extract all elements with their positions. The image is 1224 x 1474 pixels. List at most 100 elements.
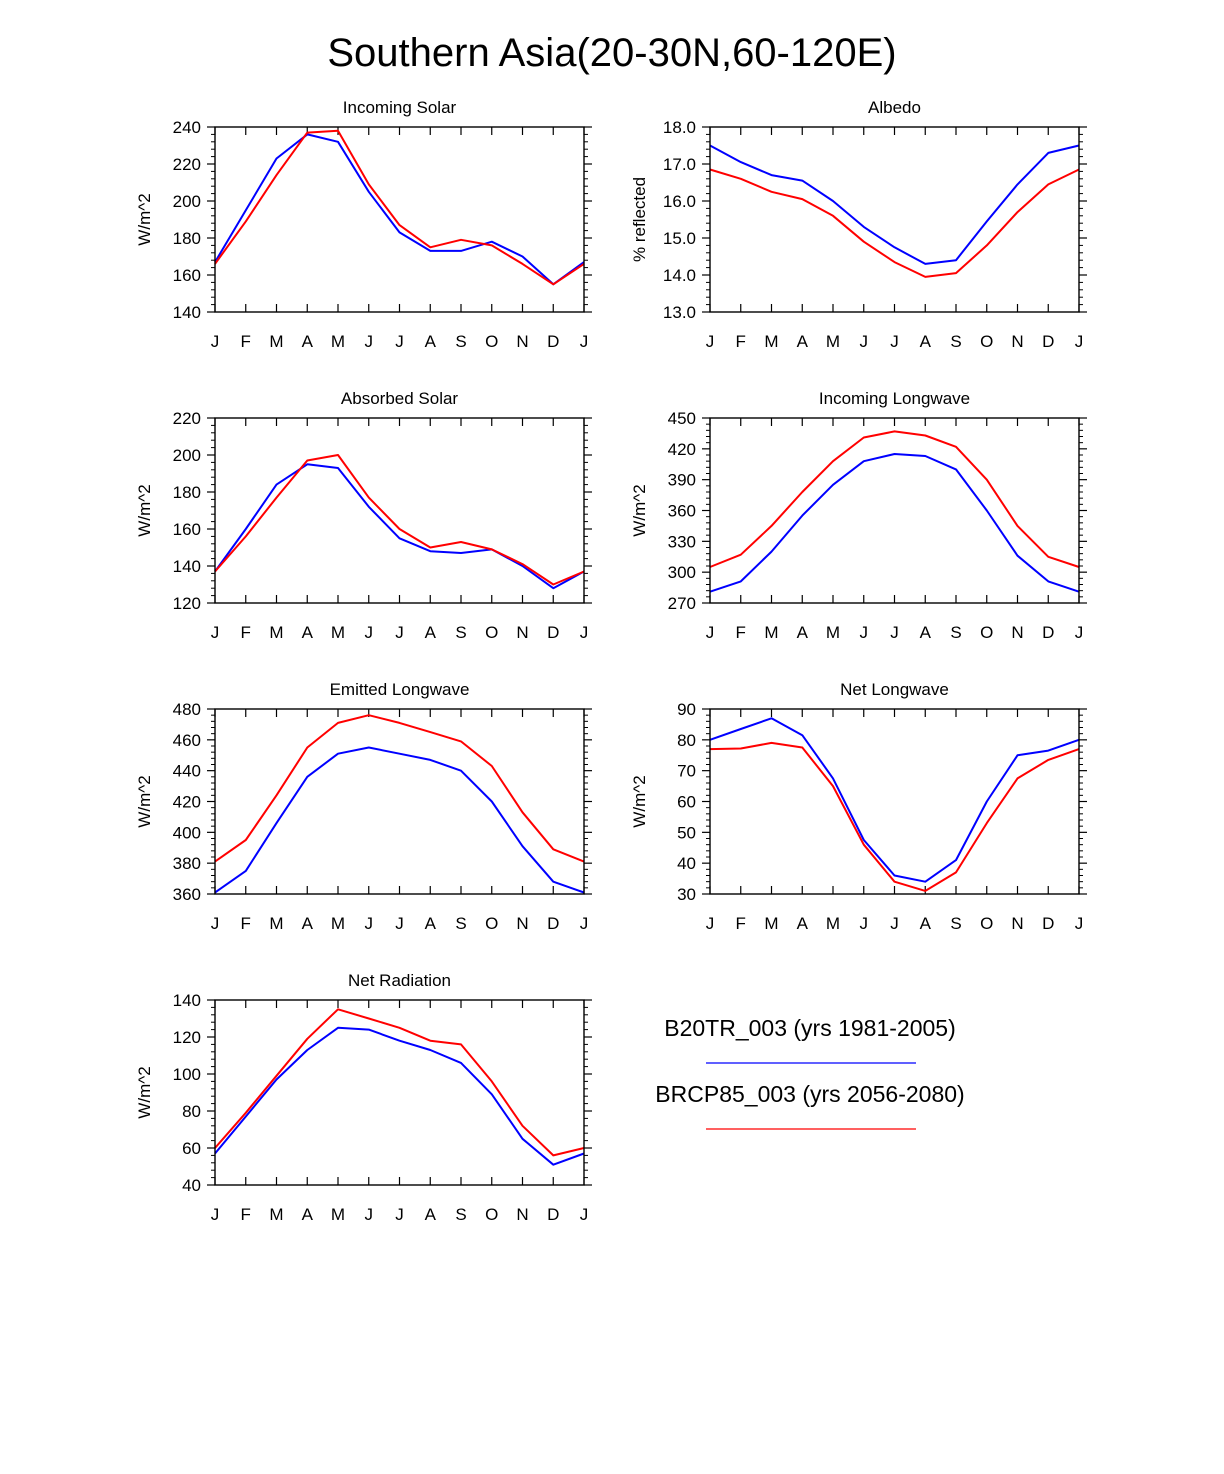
x-tick-label: M [764,332,778,351]
x-tick-label: N [516,623,528,642]
series-line-brcp85-albedo [709,168,1080,278]
x-tick-label: S [455,623,466,642]
x-tick-label: J [365,914,374,933]
x-tick-label: J [1075,332,1084,351]
x-tick-label: J [211,914,220,933]
y-tick-label: 300 [668,563,696,582]
y-axis-label-net-longwave: W/m^2 [630,775,649,827]
y-tick-label: 120 [173,594,201,613]
legend: B20TR_003 (yrs 1981-2005) BRCP85_003 (yr… [655,1015,965,1130]
y-tick-label: 120 [173,1028,201,1047]
panel-title-absorbed-solar: Absorbed Solar [341,389,459,408]
y-tick-label: 140 [173,557,201,576]
y-tick-label: 60 [677,793,696,812]
y-tick-label: 70 [677,762,696,781]
y-tick-label: 18.0 [663,118,696,137]
series-line-b20tr-albedo [709,144,1080,265]
x-tick-label: A [920,623,932,642]
x-tick-label: J [860,332,869,351]
x-tick-label: J [365,1205,374,1224]
series-line-brcp85-emitted-longwave [214,714,585,863]
x-tick-label: A [425,623,437,642]
y-tick-label: 17.0 [663,155,696,174]
y-axis-label-albedo: % reflected [630,177,649,262]
x-tick-label: J [365,623,374,642]
y-tick-label: 90 [677,700,696,719]
x-tick-label: J [580,1205,589,1224]
x-tick-label: O [980,623,993,642]
x-tick-label: D [1042,332,1054,351]
x-tick-label: D [1042,914,1054,933]
plot-frame-net-longwave [709,708,1080,895]
y-tick-label: 380 [173,854,201,873]
figure-title: Southern Asia(20-30N,60-120E) [327,31,896,75]
y-axis-label-absorbed-solar: W/m^2 [135,484,154,536]
y-axis-label-incoming-solar: W/m^2 [135,193,154,245]
y-tick-label: 160 [173,520,201,539]
x-tick-label: J [890,332,899,351]
plot-frame-incoming-solar [214,126,585,313]
x-tick-label: F [241,332,251,351]
x-tick-label: J [706,623,715,642]
y-tick-label: 400 [173,823,201,842]
y-tick-label: 14.0 [663,266,696,285]
x-tick-label: F [736,914,746,933]
panel-title-net-radiation: Net Radiation [348,971,451,990]
x-tick-label: O [485,1205,498,1224]
x-tick-label: M [764,623,778,642]
series-line-brcp85-net-radiation [214,1008,585,1157]
y-tick-label: 160 [173,266,201,285]
x-tick-label: J [1075,914,1084,933]
x-tick-label: M [331,914,345,933]
y-tick-label: 100 [173,1065,201,1084]
x-tick-label: S [950,623,961,642]
x-tick-label: M [826,332,840,351]
y-tick-label: 40 [677,854,696,873]
series-line-b20tr-incoming-solar [214,133,585,286]
y-tick-label: 390 [668,471,696,490]
series-line-brcp85-incoming-longwave [709,430,1080,568]
x-tick-label: M [269,332,283,351]
y-tick-label: 80 [182,1102,201,1121]
x-tick-label: J [395,914,404,933]
series-line-brcp85-absorbed-solar [214,454,585,586]
y-tick-label: 450 [668,409,696,428]
y-tick-label: 360 [173,885,201,904]
legend-label-brcp85: BRCP85_003 (yrs 2056-2080) [655,1081,964,1107]
x-tick-label: A [797,914,809,933]
x-tick-label: M [331,332,345,351]
y-tick-label: 200 [173,192,201,211]
x-tick-label: N [1011,623,1023,642]
series-line-b20tr-emitted-longwave [214,746,585,894]
x-tick-label: D [547,1205,559,1224]
x-tick-label: A [425,332,437,351]
x-tick-label: J [860,914,869,933]
series-line-b20tr-absorbed-solar [214,463,585,590]
x-tick-label: J [365,332,374,351]
y-tick-label: 220 [173,409,201,428]
x-tick-label: D [547,623,559,642]
x-tick-label: J [211,1205,220,1224]
x-tick-label: D [547,914,559,933]
x-tick-label: J [1075,623,1084,642]
x-tick-label: J [580,332,589,351]
x-tick-label: J [395,1205,404,1224]
y-tick-label: 360 [668,502,696,521]
x-tick-label: O [980,914,993,933]
y-tick-label: 420 [668,440,696,459]
x-tick-label: J [395,332,404,351]
x-tick-label: A [302,623,314,642]
x-tick-label: S [950,914,961,933]
x-tick-label: A [920,914,932,933]
x-tick-label: A [920,332,932,351]
y-tick-label: 200 [173,446,201,465]
x-tick-label: F [241,1205,251,1224]
x-tick-label: F [736,623,746,642]
y-tick-label: 180 [173,229,201,248]
